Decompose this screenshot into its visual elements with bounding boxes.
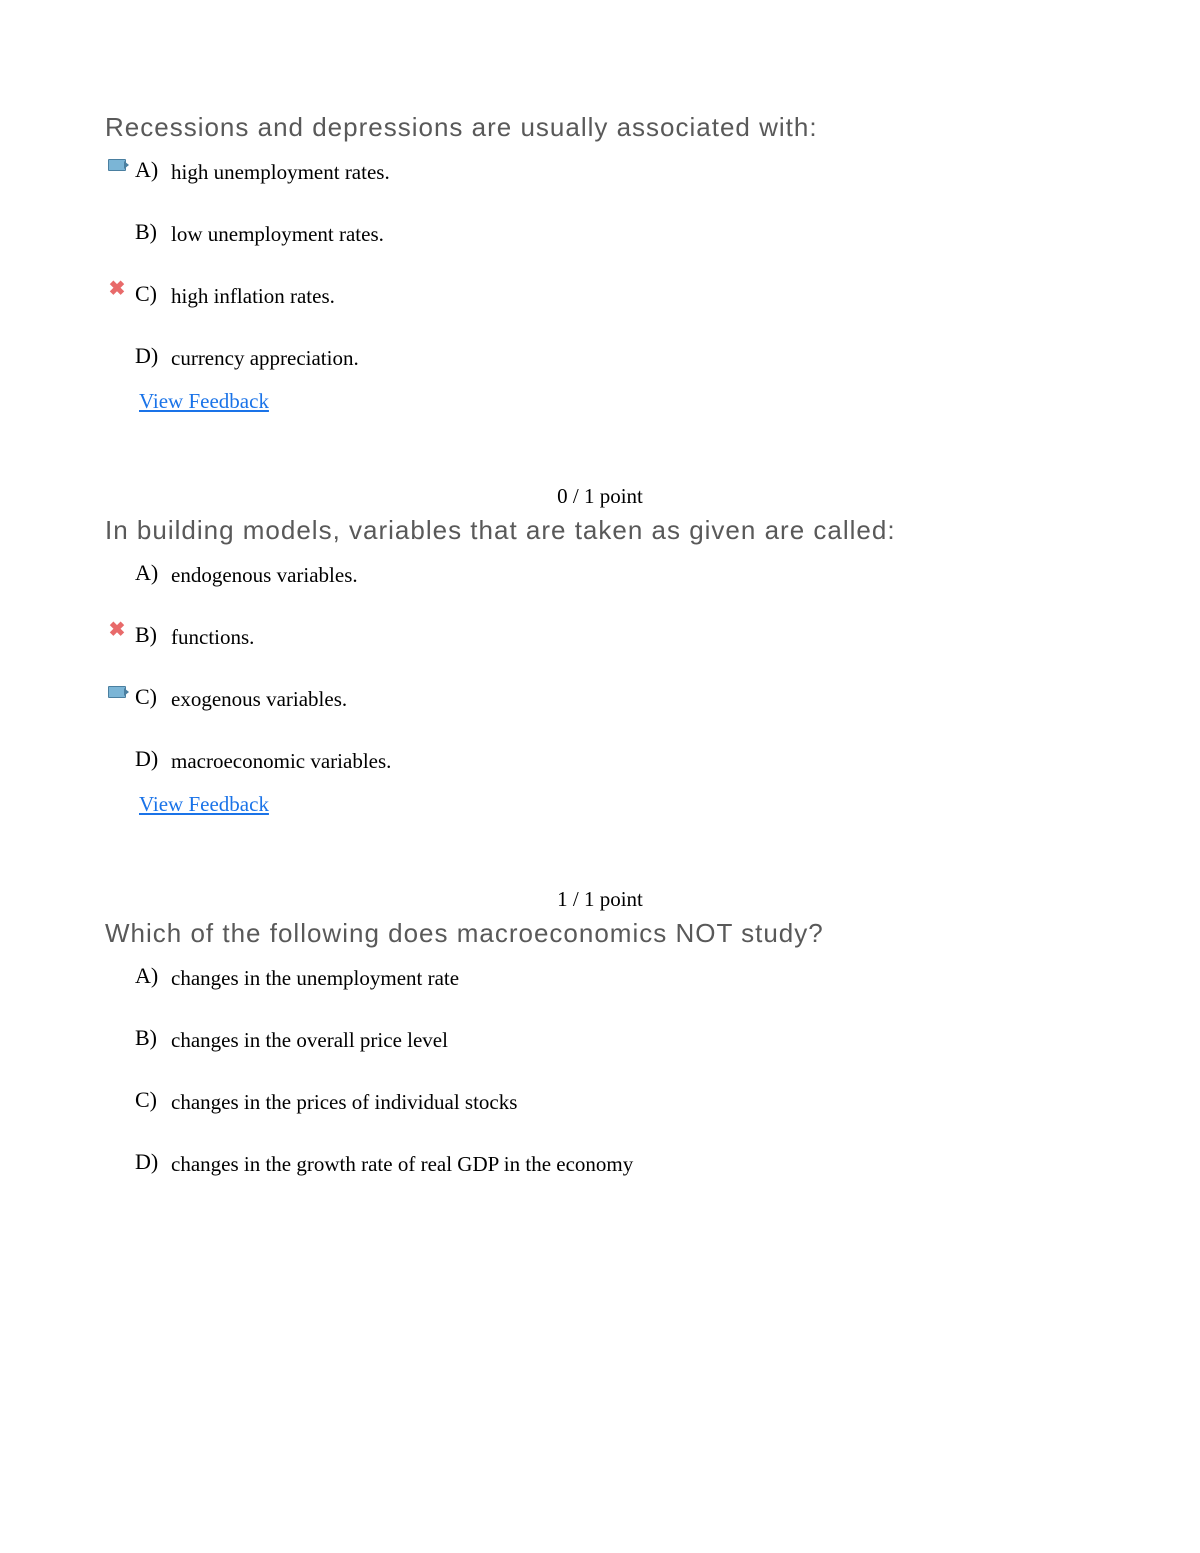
- option-letter: D): [135, 746, 171, 772]
- wrong-x-icon: ✖: [105, 277, 129, 301]
- mark-empty: [105, 959, 129, 983]
- option-row: A) changes in the unemployment rate: [105, 963, 1095, 991]
- option-text: changes in the growth rate of real GDP i…: [171, 1149, 633, 1177]
- option-row: D) macroeconomic variables.: [105, 746, 1095, 774]
- option-text: endogenous variables.: [171, 560, 358, 588]
- option-letter: A): [135, 157, 171, 183]
- option-row: ✖ B) functions.: [105, 622, 1095, 650]
- option-letter: C): [135, 1087, 171, 1113]
- option-letter: C): [135, 281, 171, 307]
- option-text: exogenous variables.: [171, 684, 347, 712]
- option-row: C) exogenous variables.: [105, 684, 1095, 712]
- mark-empty: [105, 556, 129, 580]
- option-row: ✖ C) high inflation rates.: [105, 281, 1095, 309]
- mark-empty: [105, 339, 129, 363]
- option-row: A) endogenous variables.: [105, 560, 1095, 588]
- view-feedback-link[interactable]: View Feedback: [139, 792, 269, 817]
- option-text: high inflation rates.: [171, 281, 335, 309]
- option-letter: D): [135, 343, 171, 369]
- mark-empty: [105, 215, 129, 239]
- option-text: changes in the prices of individual stoc…: [171, 1087, 517, 1115]
- option-letter: A): [135, 963, 171, 989]
- mark-empty: [105, 1021, 129, 1045]
- option-text: low unemployment rates.: [171, 219, 384, 247]
- option-text: currency appreciation.: [171, 343, 359, 371]
- option-row: D) changes in the growth rate of real GD…: [105, 1149, 1095, 1177]
- option-text: macroeconomic variables.: [171, 746, 391, 774]
- question-title: Recessions and depressions are usually a…: [105, 110, 1095, 145]
- option-letter: A): [135, 560, 171, 586]
- option-letter: B): [135, 219, 171, 245]
- mark-empty: [105, 1145, 129, 1169]
- option-letter: B): [135, 1025, 171, 1051]
- mark-empty: [105, 742, 129, 766]
- wrong-x-icon: ✖: [105, 618, 129, 642]
- option-row: B) low unemployment rates.: [105, 219, 1095, 247]
- option-text: changes in the unemployment rate: [171, 963, 459, 991]
- mark-empty: [105, 1083, 129, 1107]
- option-row: A) high unemployment rates.: [105, 157, 1095, 185]
- option-text: high unemployment rates.: [171, 157, 390, 185]
- question-block: In building models, variables that are t…: [105, 513, 1095, 817]
- options-list: A) endogenous variables. ✖ B) functions.…: [105, 560, 1095, 774]
- question-title: Which of the following does macroeconomi…: [105, 916, 1095, 951]
- points-label: 0 / 1 point: [105, 484, 1095, 509]
- view-feedback-link[interactable]: View Feedback: [139, 389, 269, 414]
- quiz-page: Recessions and depressions are usually a…: [0, 0, 1200, 1297]
- option-letter: C): [135, 684, 171, 710]
- options-list: A) high unemployment rates. B) low unemp…: [105, 157, 1095, 371]
- option-text: functions.: [171, 622, 254, 650]
- option-text: changes in the overall price level: [171, 1025, 448, 1053]
- option-row: C) changes in the prices of individual s…: [105, 1087, 1095, 1115]
- correct-arrow-icon: [105, 680, 129, 704]
- points-label: 1 / 1 point: [105, 887, 1095, 912]
- option-row: B) changes in the overall price level: [105, 1025, 1095, 1053]
- question-block: Recessions and depressions are usually a…: [105, 110, 1095, 414]
- option-row: D) currency appreciation.: [105, 343, 1095, 371]
- correct-arrow-icon: [105, 153, 129, 177]
- question-block: Which of the following does macroeconomi…: [105, 916, 1095, 1177]
- option-letter: B): [135, 622, 171, 648]
- option-letter: D): [135, 1149, 171, 1175]
- question-title: In building models, variables that are t…: [105, 513, 1095, 548]
- options-list: A) changes in the unemployment rate B) c…: [105, 963, 1095, 1177]
